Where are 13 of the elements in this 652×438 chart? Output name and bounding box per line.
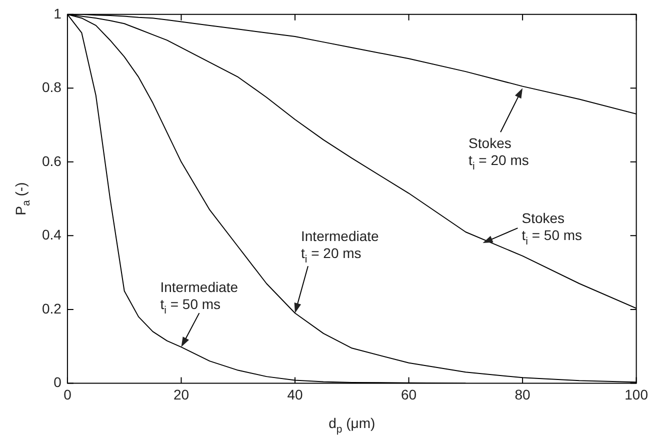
x-tick-label: 20 bbox=[173, 386, 190, 402]
y-tick-label: 0.4 bbox=[42, 226, 62, 243]
y-tick-label: 0.2 bbox=[42, 300, 62, 316]
y-tick-label: 0.6 bbox=[42, 152, 62, 169]
x-tick-label: 100 bbox=[624, 386, 648, 402]
x-tick-label: 40 bbox=[287, 386, 304, 402]
x-tick-label: 60 bbox=[400, 386, 417, 402]
y-tick-label: 0 bbox=[54, 374, 62, 390]
y-tick-label: 0.8 bbox=[42, 79, 62, 96]
y-tick-label: 1 bbox=[54, 5, 62, 22]
x-tick-label: 0 bbox=[64, 386, 72, 402]
y-axis-title: Pa (-) bbox=[12, 182, 33, 216]
x-tick-label: 80 bbox=[514, 386, 531, 402]
